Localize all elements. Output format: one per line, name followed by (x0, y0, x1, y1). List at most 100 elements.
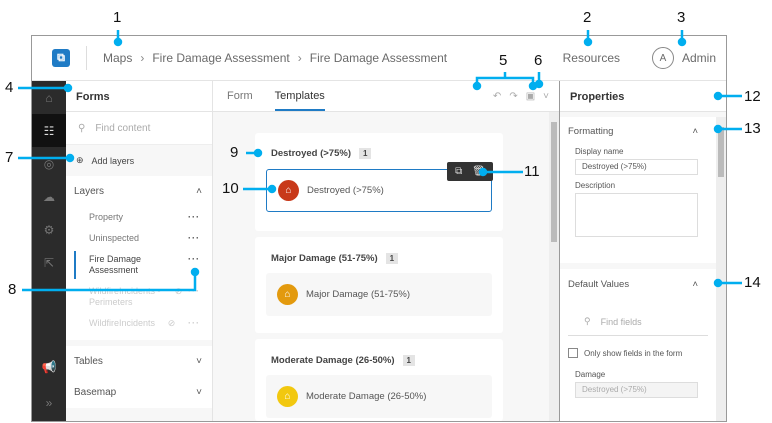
formatting-header[interactable]: Formatting ˄ (560, 117, 716, 147)
count-badge: 1 (385, 253, 399, 264)
resources-link[interactable]: Resources (562, 51, 620, 65)
count-badge: 1 (359, 148, 372, 159)
template-label: Destroyed (>75%) (307, 185, 384, 196)
forms-icon[interactable]: ☷ (32, 114, 66, 147)
more-icon[interactable]: ··· (187, 318, 200, 328)
chevron-up-icon: ˄ (196, 186, 202, 197)
house-damage-icon: ⌂ (278, 180, 299, 201)
basemap-header[interactable]: Basemap ˅ (66, 377, 212, 408)
display-name-field[interactable]: Destroyed (>75%) (575, 159, 698, 175)
add-layers-label: Add layers (91, 155, 135, 166)
megaphone-icon[interactable]: 📢 (41, 359, 57, 374)
app-window: ⧉ Maps › Fire Damage Assessment › Fire D… (31, 35, 727, 422)
layers-section: Layers ˄ Property ··· Uninspected ··· Fire … (66, 176, 212, 340)
more-icon[interactable]: ··· (188, 233, 200, 243)
more-icon[interactable]: ··· (188, 254, 200, 264)
callout-12: 12 (744, 88, 761, 105)
forms-title: Forms (66, 81, 212, 112)
layers-title: Layers (74, 186, 105, 197)
callout-6: 6 (534, 52, 543, 69)
layer-label: WildfireIncidents (89, 318, 156, 328)
breadcrumb-maps[interactable]: Maps (103, 51, 133, 65)
find-fields-placeholder: Find fields (600, 316, 642, 327)
tab-templates[interactable]: Templates (274, 81, 325, 111)
template-item-selected[interactable]: ⌂ Destroyed (>75%) ⧉ 🗑 (266, 162, 493, 212)
layer-item[interactable]: Uninspected ··· (66, 228, 212, 249)
properties-panel: Properties Formatting ˄ Display name Dest… (559, 81, 726, 421)
find-fields-search[interactable]: ⚲ Find fields (568, 308, 708, 336)
template-item[interactable]: ⌂ Moderate Damage (26-50%) (266, 375, 492, 418)
user-menu[interactable]: A Admin (651, 47, 716, 69)
callout-5: 5 (499, 52, 508, 69)
save-icon[interactable]: ▣ (525, 91, 536, 102)
template-label: Moderate Damage (26-50%) (306, 391, 427, 402)
group-title: Moderate Damage (26-50%) (271, 355, 395, 366)
find-content-search[interactable]: ⚲ Find content (66, 112, 212, 145)
template-group: Destroyed (>75%) 1 ⌂ Destroyed (>75%) ⧉ 🗑 (255, 133, 503, 231)
more-icon[interactable]: ··· (188, 212, 200, 222)
scrollbar[interactable] (549, 112, 559, 421)
chevron-right-icon: › (297, 51, 302, 65)
damage-field[interactable]: Destroyed (>75%) (575, 382, 698, 398)
template-group: Moderate Damage (26-50%) 1 ⌂ Moderate Dam… (255, 339, 503, 421)
chevron-down-icon: ˅ (196, 356, 202, 367)
duplicate-icon[interactable]: ⧉ (455, 166, 463, 177)
group-title: Major Damage (51-75%) (271, 253, 378, 264)
chevron-down-icon[interactable]: ˅ (543, 91, 549, 102)
header: ⧉ Maps › Fire Damage Assessment › Fire D… (32, 36, 726, 81)
blocked-icon: ⊘ (167, 318, 176, 328)
layer-label: Uninspected (89, 233, 140, 243)
search-icon: ⚲ (78, 122, 86, 134)
tab-form[interactable]: Form (227, 90, 253, 102)
description-label: Description (575, 181, 616, 190)
template-item[interactable]: ⌂ Major Damage (51-75%) (266, 273, 492, 316)
app-logo[interactable]: ⧉ (52, 49, 70, 67)
description-field[interactable] (575, 193, 698, 237)
home-icon[interactable]: ⌂ (45, 90, 53, 105)
tables-title: Tables (74, 356, 103, 367)
plus-circle-icon: ⊕ (76, 155, 84, 165)
formatting-title: Formatting (568, 126, 614, 137)
layers-header[interactable]: Layers ˄ (66, 176, 212, 207)
callout-2: 2 (583, 9, 592, 26)
callout-7: 7 (5, 149, 14, 166)
more-icon[interactable]: ··· (187, 286, 200, 296)
user-name: Admin (681, 51, 716, 65)
expand-icon[interactable]: » (45, 395, 53, 410)
scrollbar[interactable] (716, 117, 726, 421)
undo-icon[interactable]: ↶ (492, 91, 502, 102)
trash-icon[interactable]: 🗑 (472, 166, 485, 177)
chevron-right-icon: › (140, 51, 145, 65)
checkbox[interactable] (568, 348, 578, 358)
only-show-label: Only show fields in the form (584, 348, 683, 358)
layer-item-disabled: WildfireIncidents - Perimeters ⊘ ··· (66, 281, 212, 313)
count-badge: 1 (402, 355, 415, 366)
properties-title: Properties (560, 81, 726, 112)
layer-item-selected[interactable]: Fire Damage Assessment ··· (66, 249, 212, 281)
nav-rail: ⌂ ☷ ◎ ☁ ⚙ ⇱ 📢 » (32, 81, 66, 421)
add-layers-button[interactable]: ⊕ Add layers (66, 145, 212, 176)
template-actions: ⧉ 🗑 (447, 162, 493, 181)
callout-10: 10 (222, 180, 239, 197)
template-label: Major Damage (51-75%) (306, 289, 411, 300)
chevron-up-icon: ˄ (692, 126, 698, 137)
basemap-title: Basemap (74, 387, 117, 398)
redo-icon[interactable]: ↷ (509, 91, 518, 102)
breadcrumb-map[interactable]: Fire Damage Assessment (152, 51, 290, 65)
template-group: Major Damage (51-75%) 1 ⌂ Major Damage (5… (255, 237, 503, 333)
tables-section: Tables ˅ Basemap ˅ (66, 346, 212, 408)
search-icon: ⚲ (584, 316, 591, 326)
layer-label: WildfireIncidents - Perimeters (89, 286, 161, 307)
breadcrumb-form: Fire Damage Assessment (309, 51, 448, 65)
cloud-icon[interactable]: ☁ (43, 189, 55, 204)
layer-item[interactable]: Property ··· (66, 207, 212, 228)
gear-icon[interactable]: ⚙ (43, 222, 55, 237)
only-show-checkbox[interactable]: Only show fields in the form (568, 348, 716, 358)
forms-panel: Forms ⚲ Find content ⊕ Add layers Layers ˄ … (66, 81, 213, 421)
share-icon[interactable]: ⇱ (43, 255, 55, 270)
formatting-section: Formatting ˄ Display name Destroyed (>75%… (560, 117, 716, 263)
default-values-header[interactable]: Default Values ˄ (560, 269, 716, 300)
tables-header[interactable]: Tables ˅ (66, 346, 212, 377)
target-icon[interactable]: ◎ (43, 156, 55, 171)
callout-14: 14 (744, 274, 761, 291)
